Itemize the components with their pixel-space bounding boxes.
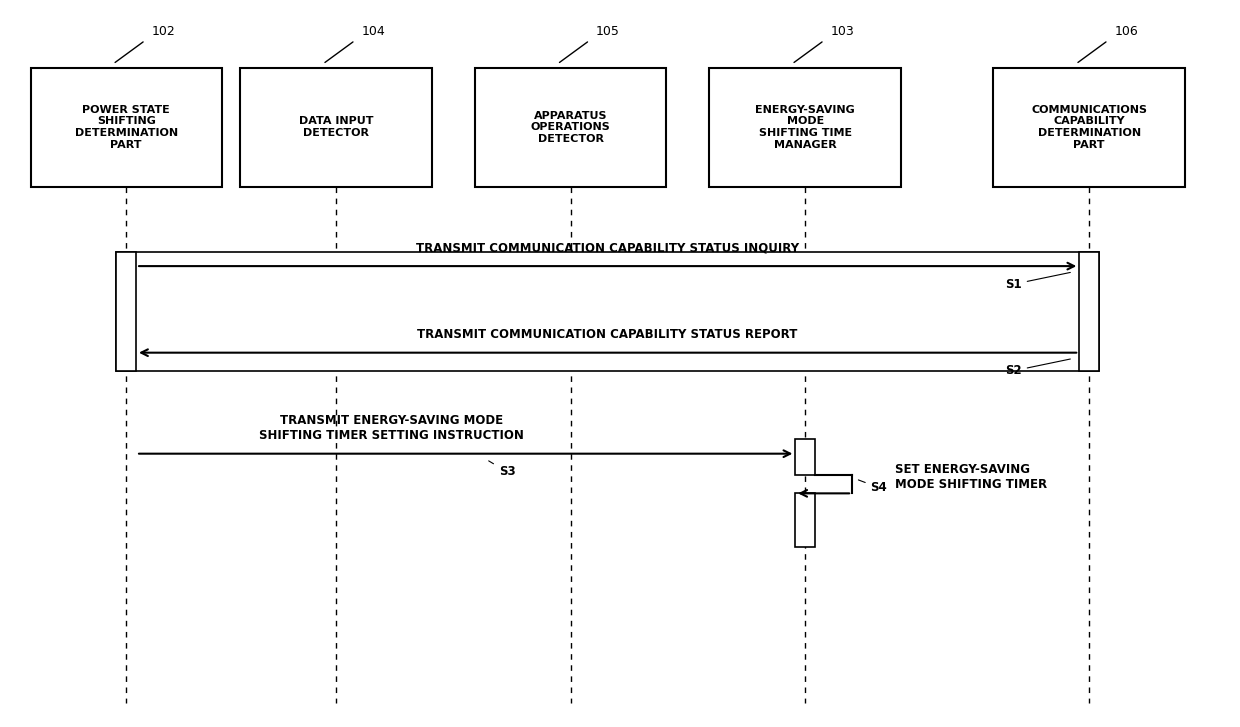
Bar [117, 252, 136, 371]
Bar [795, 494, 815, 547]
Text: SET ENERGY-SAVING
MODE SHIFTING TIMER: SET ENERGY-SAVING MODE SHIFTING TIMER [895, 463, 1048, 491]
Text: POWER STATE
SHIFTING
DETERMINATION
PART: POWER STATE SHIFTING DETERMINATION PART [74, 105, 177, 150]
Bar [241, 68, 432, 187]
Text: TRANSMIT COMMUNICATION CAPABILITY STATUS INQUIRY: TRANSMIT COMMUNICATION CAPABILITY STATUS… [417, 241, 800, 254]
Text: S3: S3 [489, 461, 516, 478]
Text: S4: S4 [858, 480, 888, 494]
Text: 104: 104 [361, 25, 386, 38]
Text: COMMUNICATIONS
CAPABILITY
DETERMINATION
PART: COMMUNICATIONS CAPABILITY DETERMINATION … [1032, 105, 1147, 150]
Bar [1079, 252, 1099, 371]
Text: S1: S1 [1006, 273, 1070, 291]
Text: DATA INPUT
DETECTOR: DATA INPUT DETECTOR [299, 116, 373, 138]
Text: S2: S2 [1006, 359, 1070, 377]
Bar [709, 68, 900, 187]
Bar [475, 68, 666, 187]
Text: 102: 102 [151, 25, 175, 38]
Text: ENERGY-SAVING
MODE
SHIFTING TIME
MANAGER: ENERGY-SAVING MODE SHIFTING TIME MANAGER [755, 105, 856, 150]
Text: 103: 103 [831, 25, 854, 38]
Text: 106: 106 [1115, 25, 1138, 38]
Bar [795, 439, 815, 475]
Bar [993, 68, 1184, 187]
Bar [31, 68, 222, 187]
Text: 105: 105 [596, 25, 620, 38]
Text: APPARATUS
OPERATIONS
DETECTOR: APPARATUS OPERATIONS DETECTOR [531, 111, 610, 144]
Text: TRANSMIT COMMUNICATION CAPABILITY STATUS REPORT: TRANSMIT COMMUNICATION CAPABILITY STATUS… [418, 328, 797, 341]
Text: TRANSMIT ENERGY-SAVING MODE
SHIFTING TIMER SETTING INSTRUCTION: TRANSMIT ENERGY-SAVING MODE SHIFTING TIM… [259, 414, 525, 442]
Bar [117, 252, 1099, 371]
